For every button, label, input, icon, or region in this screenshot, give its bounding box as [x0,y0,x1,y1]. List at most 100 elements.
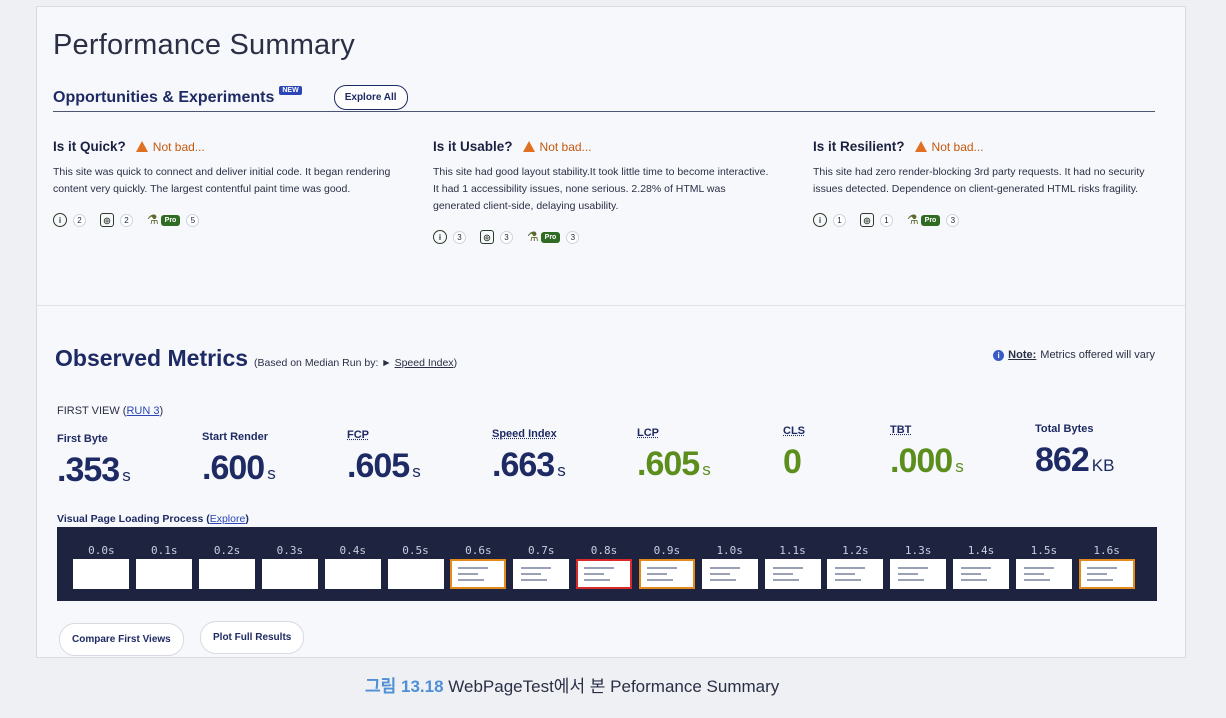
warning-icon [135,141,148,152]
median-run-note: (Based on Median Run by: ► Speed Index) [254,357,457,369]
median-run-suffix: ) [453,357,458,369]
clock-icon[interactable]: i [433,230,447,244]
run-3-link[interactable]: RUN 3 [126,405,160,417]
figure-number: 그림 13.18 [365,677,444,696]
explore-all-button[interactable]: Explore All [333,85,408,110]
section-divider [37,305,1185,306]
metric-first-byte: First Byte .353 s [57,433,131,490]
metric-number: .353 [57,451,120,489]
frame-time: 1.6s [1093,544,1120,557]
metric-unit: s [267,464,276,483]
resilient-status[interactable]: Not bad... [914,140,984,154]
metric-unit: s [122,466,131,485]
metric-lcp: LCP .605 s [637,427,711,484]
thumbnail-content-line [898,567,929,569]
filmstrip-frame[interactable]: 0.9s [638,527,695,601]
filmstrip-frame[interactable]: 1.5s [1015,527,1072,601]
filmstrip-frame[interactable]: 1.1s [764,527,821,601]
plot-full-results-button[interactable]: Plot Full Results [200,621,305,654]
screen-icon[interactable]: ◎ [100,213,114,227]
thumbnail-content-line [646,579,673,581]
metric-label[interactable]: TBT [890,424,912,436]
frame-time: 0.5s [402,544,429,557]
resilient-count-screen: 1 [880,213,893,227]
metric-label: Start Render [202,431,269,443]
frame-time: 0.6s [465,544,492,557]
frame-time: 1.2s [842,544,869,557]
metric-unit: s [955,457,964,476]
screen-icon[interactable]: ◎ [480,230,494,244]
thumbnail-content-line [898,573,919,575]
metric-label[interactable]: CLS [783,425,805,437]
filmstrip-frame[interactable]: 0.7s [513,527,570,601]
metric-unit: s [412,462,421,481]
frame-time: 1.5s [1030,544,1058,557]
filmstrip-frame[interactable]: 0.0s [73,527,130,601]
clock-icon[interactable]: i [53,213,67,227]
quick-count-clock: 2 [73,213,86,227]
warning-icon [914,141,927,152]
thumbnail-content-line [772,573,793,575]
frame-thumbnail [638,559,695,589]
frame-time: 1.4s [967,544,995,557]
filmstrip-frame[interactable]: 1.2s [827,527,884,601]
resilient-heading-text: Is it Resilient? [813,139,905,154]
filmstrip-frame[interactable]: 1.4s [953,527,1010,601]
filmstrip-frame[interactable]: 1.6s [1078,527,1135,601]
note-label: Note: [1008,349,1037,361]
filmstrip-frame[interactable]: 1.0s [701,527,758,601]
metrics-note[interactable]: i Note: Metrics offered will vary [993,349,1155,361]
frame-time: 1.3s [904,544,932,557]
quick-status[interactable]: Not bad... [135,140,205,154]
usable-status[interactable]: Not bad... [522,140,592,154]
frame-thumbnail [450,559,507,589]
metric-value: .605 s [637,445,711,484]
speed-index-link[interactable]: Speed Index [394,357,454,369]
flask-icon[interactable]: ⚗ [147,212,159,227]
filmstrip-frame[interactable]: 1.3s [890,527,947,601]
frame-thumbnail [199,559,256,589]
metric-label[interactable]: FCP [347,429,369,441]
screen-icon[interactable]: ◎ [860,213,874,227]
flask-icon[interactable]: ⚗ [527,229,539,244]
observed-metrics-header: Observed Metrics (Based on Median Run by… [55,345,457,372]
thumbnail-content-line [584,567,615,569]
explore-link[interactable]: Explore [209,513,246,525]
resilient-count-clock: 1 [833,213,846,227]
frame-thumbnail [73,559,130,589]
thumbnail-content-line [835,573,856,575]
frame-thumbnail [827,559,884,589]
quick-count-pro: 5 [186,213,200,227]
pro-badge[interactable]: Pro [540,231,561,243]
metric-total-bytes: Total Bytes 862 KB [1035,423,1114,480]
frame-thumbnail [890,559,947,589]
metric-label[interactable]: LCP [637,427,659,439]
filmstrip-frame[interactable]: 0.2s [199,527,256,601]
first-view-suffix: ) [159,405,164,417]
usable-description: This site had good layout stability.It t… [433,166,769,212]
metric-number: 0 [783,443,802,481]
section-rule [53,111,1155,112]
metric-unit: s [557,461,566,480]
warning-icon [522,141,535,152]
filmstrip-frame[interactable]: 0.5s [387,527,444,601]
usable-heading: Is it Usable? Not bad... [433,139,773,154]
filmstrip-frame[interactable]: 0.1s [136,527,193,601]
flask-icon[interactable]: ⚗ [907,212,919,227]
pro-badge[interactable]: Pro [920,214,941,226]
metric-number: .605 [347,447,410,485]
metric-value: 0 [783,443,805,482]
metric-label[interactable]: Speed Index [492,428,557,440]
filmstrip-frame[interactable]: 0.8s [576,527,633,601]
thumbnail-content-line [1023,579,1050,581]
clock-icon[interactable]: i [813,213,827,227]
pro-badge[interactable]: Pro [160,214,181,226]
thumbnail-content-line [584,573,605,575]
metric-number: .663 [492,446,555,484]
compare-first-views-button[interactable]: Compare First Views [59,623,184,656]
filmstrip-frame[interactable]: 0.3s [261,527,318,601]
frame-thumbnail [764,559,821,589]
filmstrip-frame[interactable]: 0.6s [450,527,507,601]
quick-column: Is it Quick? Not bad... This site was qu… [53,139,393,228]
filmstrip-frame[interactable]: 0.4s [324,527,381,601]
